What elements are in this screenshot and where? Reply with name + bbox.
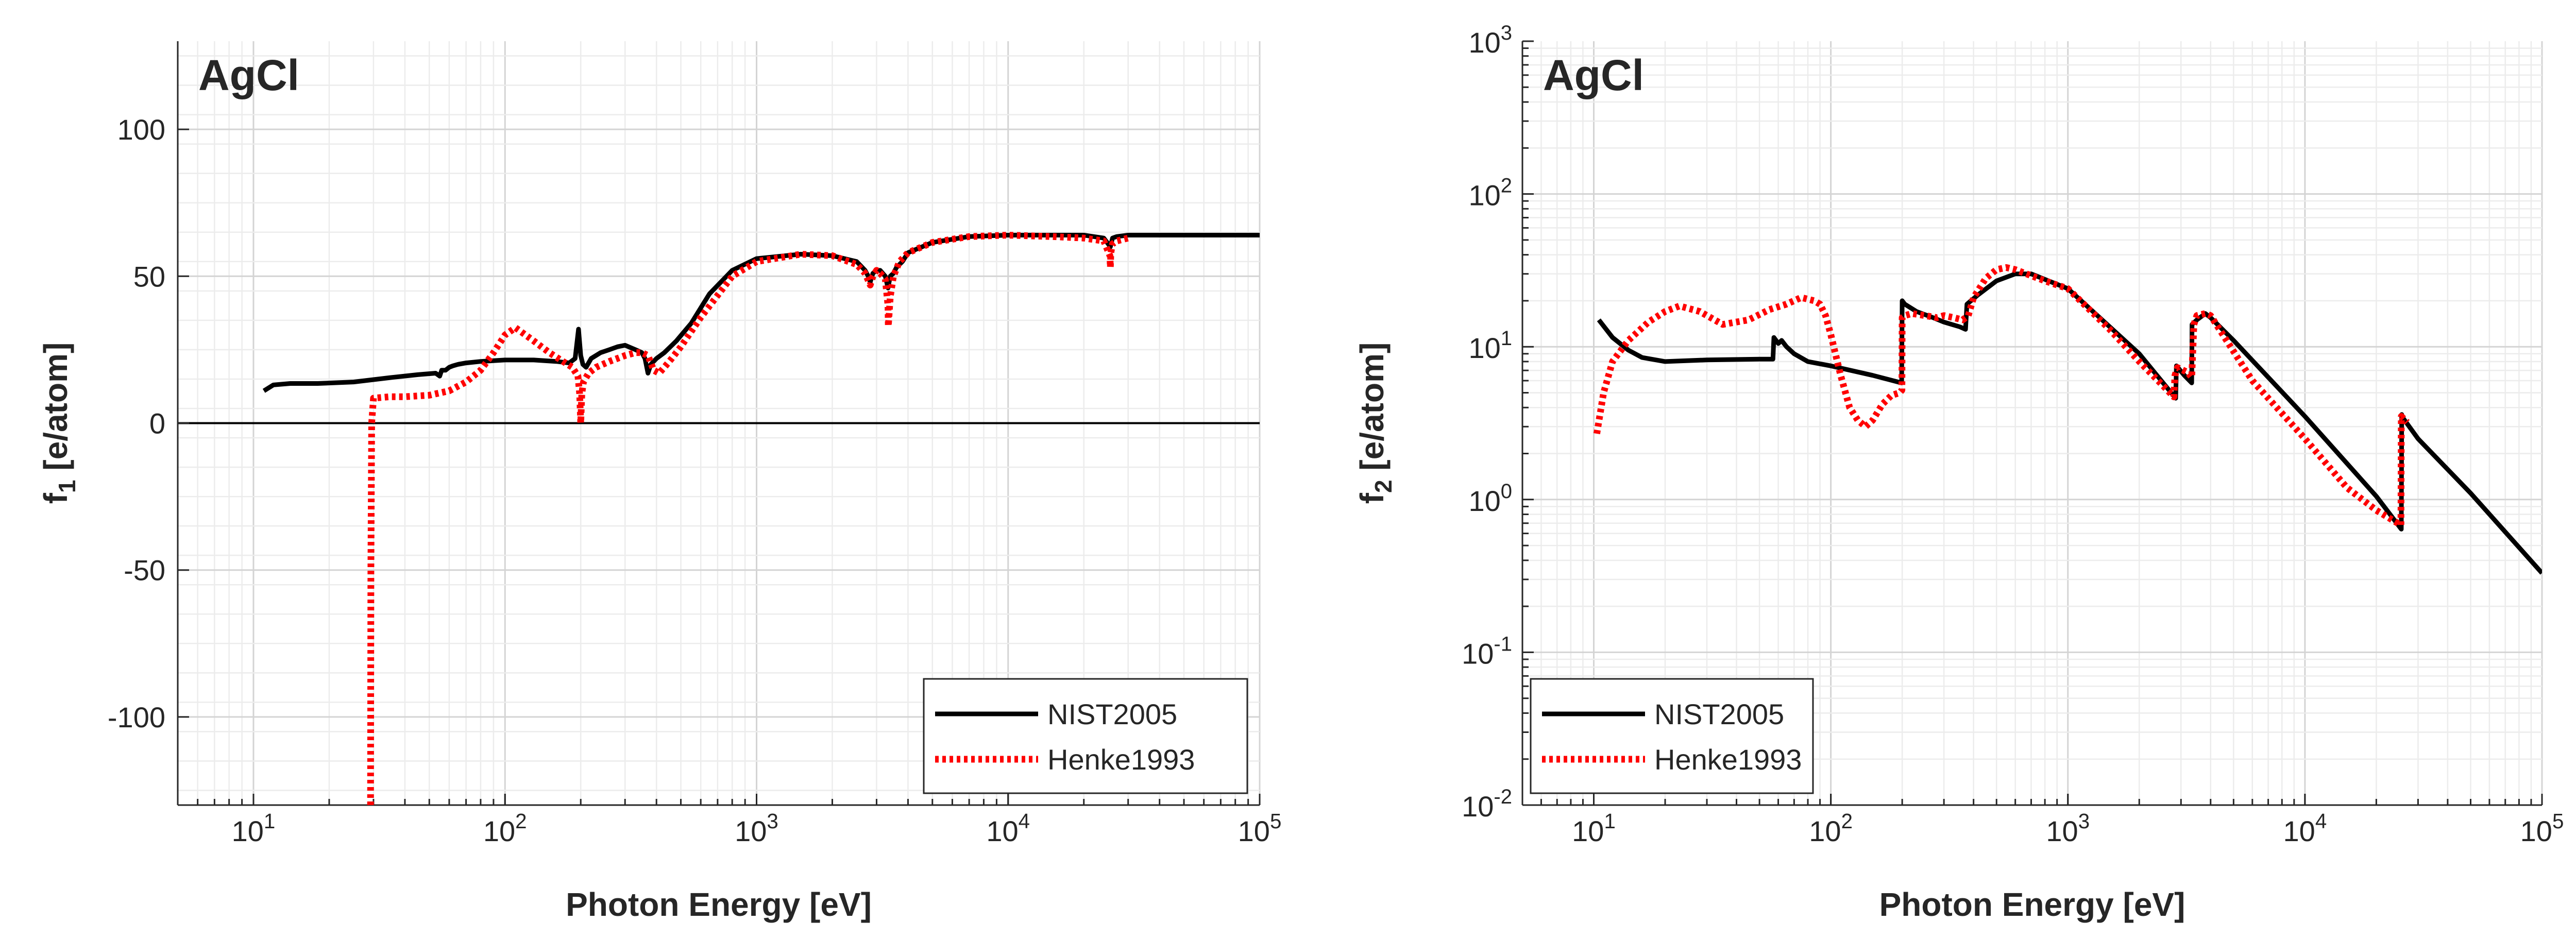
legend-label: NIST2005 [1654, 698, 1784, 730]
y-axis-label-sub: 1 [54, 480, 80, 493]
x-tick-label-exp: 3 [2078, 809, 2090, 833]
x-tick-label-base: 10 [735, 815, 767, 847]
y-tick-label-exp: -2 [1494, 786, 1512, 808]
y-tick-label-exp: -1 [1494, 633, 1512, 655]
x-tick-label-exp: 1 [1604, 809, 1615, 833]
x-tick-label-base: 10 [483, 815, 515, 847]
legend-box [1530, 678, 1814, 794]
y-tick-label-base: 10 [1468, 179, 1500, 212]
grid [1521, 41, 2543, 806]
x-tick-label: 104 [986, 809, 1030, 847]
y-tick-label-base: 10 [1462, 790, 1494, 823]
x-tick-label-exp: 2 [1841, 809, 1853, 833]
x-tick-label-base: 10 [2046, 815, 2078, 847]
x-tick-label-exp: 5 [1270, 809, 1281, 833]
y-tick-label: 100 [117, 113, 165, 146]
y-tick-label: 103 [1468, 22, 1512, 59]
y-axis-label-sub: 2 [1370, 480, 1397, 493]
y-axis-label-unit: [e/atom] [1353, 343, 1391, 480]
y-axis-label: f2 [e/atom] [1353, 343, 1397, 504]
y-tick-label: 50 [133, 260, 165, 293]
y-tick-label-base: 10 [1462, 637, 1494, 670]
y-tick-label: 0 [149, 407, 165, 440]
y-tick-label-exp: 1 [1501, 327, 1512, 350]
y-tick-label-exp: 0 [1501, 480, 1512, 503]
x-tick-label-base: 10 [232, 815, 264, 847]
legend-box [923, 678, 1248, 794]
series-line-henke1993 [1593, 264, 2410, 528]
legend-label: Henke1993 [1047, 743, 1195, 776]
y-tick-label-base: 10 [1468, 485, 1500, 517]
x-tick-label-base: 10 [2283, 815, 2315, 847]
x-tick-label-exp: 4 [2315, 809, 2327, 833]
y-tick-label: -50 [124, 554, 165, 587]
y-axis-label-main: f [1353, 492, 1391, 504]
chart-title: AgCl [1543, 51, 1644, 99]
chart-panel-2: 101 102 103 104 10510310210110010-110-2AgClP… [1353, 22, 2564, 923]
y-axis-label-unit: [e/atom] [37, 343, 74, 480]
x-tick-label-exp: 4 [1019, 809, 1030, 833]
x-tick-label: 104 [2283, 809, 2327, 847]
y-tick-label: -100 [108, 701, 165, 733]
y-axis-label: f1 [e/atom] [37, 343, 80, 504]
x-tick-label: 103 [735, 809, 778, 847]
x-tick-label-base: 10 [986, 815, 1018, 847]
x-tick-label: 101 [1572, 809, 1616, 847]
x-tick-label-base: 10 [1238, 815, 1270, 847]
y-tick-label: 10-2 [1462, 786, 1512, 823]
y-tick-label-exp: 2 [1501, 175, 1512, 197]
y-tick-label: 10-1 [1462, 633, 1512, 670]
legend: NIST2005 Henke1993 [923, 678, 1248, 794]
x-tick-label: 105 [2520, 809, 2564, 847]
x-tick-label-base: 10 [1572, 815, 1604, 847]
x-tick-label-exp: 5 [2552, 809, 2564, 833]
x-tick-label: 103 [2046, 809, 2090, 847]
y-tick-label: 100 [1468, 480, 1512, 517]
chart-title: AgCl [198, 51, 299, 99]
x-tick-label-exp: 2 [515, 809, 527, 833]
legend: NIST2005 Henke1993 [1530, 678, 1814, 794]
y-tick-label-base: 10 [1468, 332, 1500, 364]
y-tick-label-base: 10 [1468, 26, 1500, 59]
x-tick-label-exp: 3 [767, 809, 778, 833]
x-tick-label-base: 10 [1809, 815, 1841, 847]
series-line-nist2005 [1597, 271, 2542, 575]
series-group [1593, 264, 2542, 575]
x-tick-label: 101 [232, 809, 276, 847]
x-tick-label: 102 [483, 809, 527, 847]
x-axis-label: Photon Energy [eV] [566, 886, 872, 923]
y-tick-label-exp: 3 [1501, 22, 1512, 44]
y-tick-label: 101 [1468, 327, 1512, 364]
y-tick-label: 102 [1468, 175, 1512, 212]
legend-label: Henke1993 [1654, 743, 1802, 776]
x-tick-label-base: 10 [2520, 815, 2552, 847]
series-group [262, 232, 1260, 805]
x-tick-label-exp: 1 [264, 809, 275, 833]
x-axis-label: Photon Energy [eV] [1879, 886, 2185, 923]
x-tick-label: 102 [1809, 809, 1853, 847]
x-tick-label: 105 [1238, 809, 1282, 847]
legend-label: NIST2005 [1047, 698, 1177, 730]
y-axis-label-main: f [37, 492, 74, 504]
